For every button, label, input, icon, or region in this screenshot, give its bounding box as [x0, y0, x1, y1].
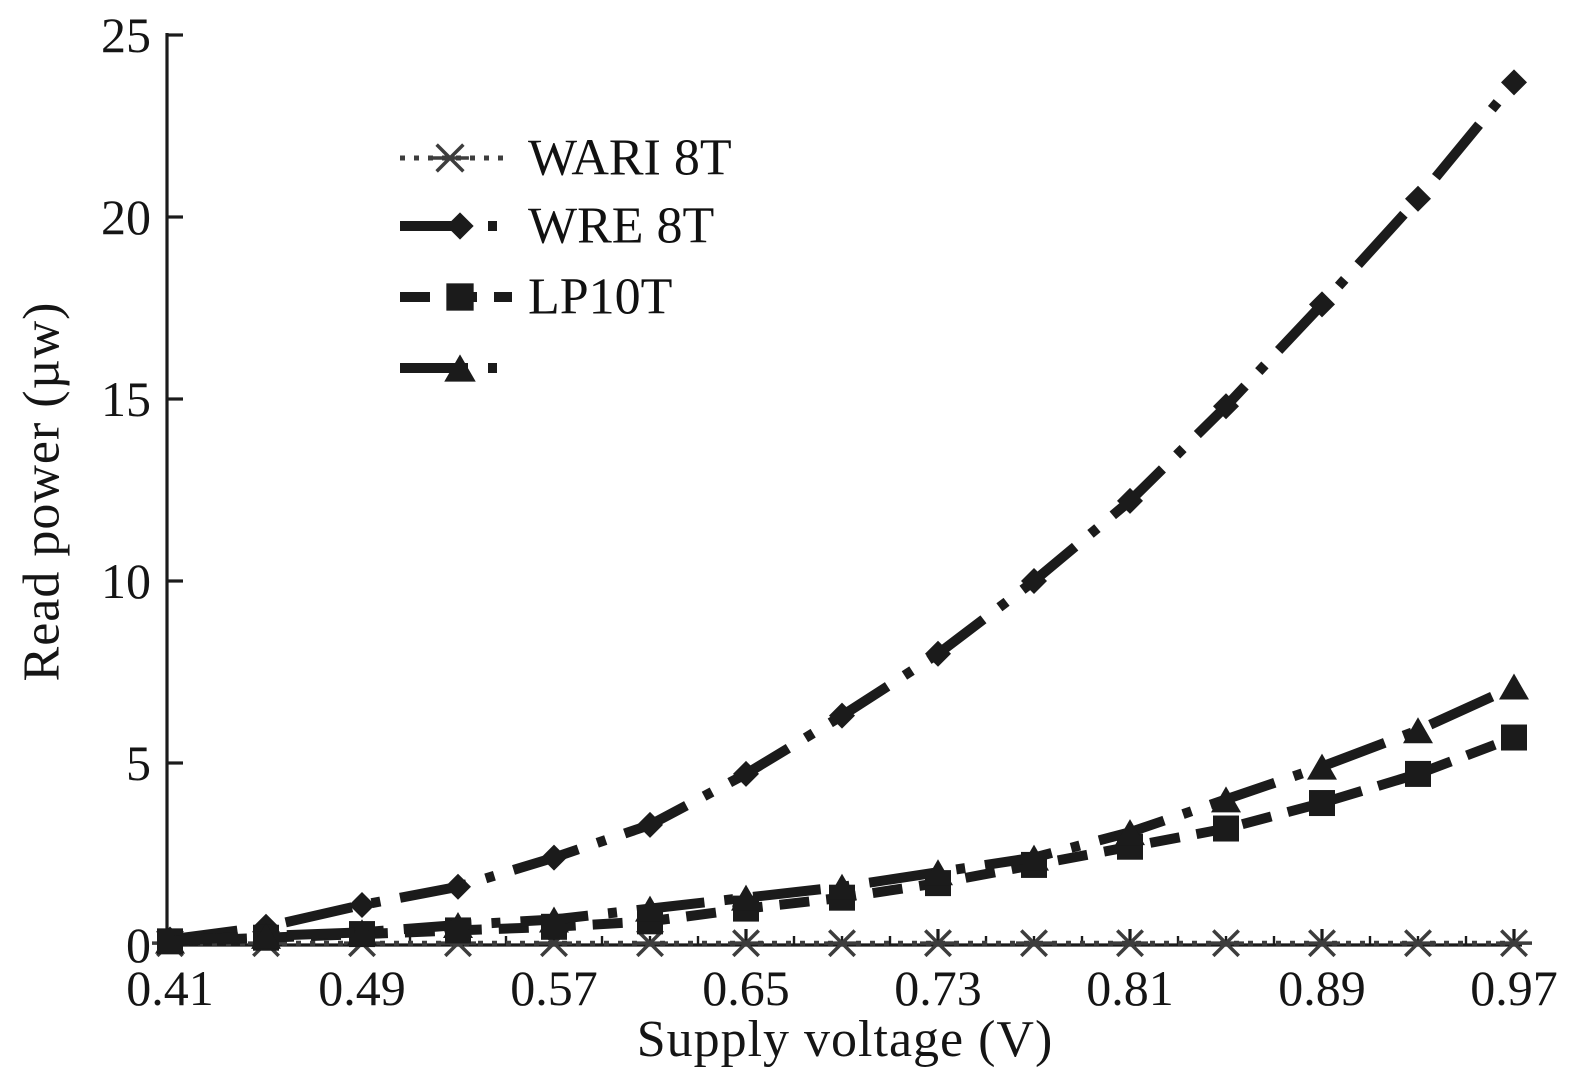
diamond-marker [829, 702, 855, 729]
asterisk-spoke [1212, 929, 1240, 958]
x-tick-label: 0.97 [1470, 960, 1558, 1016]
x-tick-label: 0.73 [894, 960, 982, 1016]
asterisk-spoke [636, 929, 664, 958]
diamond-marker [733, 760, 759, 787]
asterisk-spoke [435, 143, 465, 173]
asterisk-marker [1208, 929, 1244, 958]
legend-label-wari-8t: WARI 8T [528, 130, 732, 187]
triangle-marker [1499, 673, 1529, 700]
asterisk-marker [1304, 929, 1340, 958]
triangle-marker [1115, 819, 1145, 846]
diamond-marker [637, 811, 663, 838]
asterisk-spoke [1308, 929, 1336, 958]
triangle-marker [1019, 844, 1049, 871]
asterisk-marker [1112, 929, 1148, 958]
x-tick-label: 0.41 [126, 960, 214, 1016]
asterisk-marker [632, 929, 668, 958]
asterisk-marker [1400, 929, 1436, 958]
triangle-marker [1211, 786, 1241, 813]
x-tick-label: 0.81 [1086, 960, 1174, 1016]
x-tick-label: 0.57 [510, 960, 598, 1016]
asterisk-spoke [924, 929, 952, 958]
asterisk-spoke [1020, 929, 1048, 958]
y-tick-label: 25 [101, 7, 151, 63]
y-tick-label: 5 [126, 735, 151, 791]
diamond-marker [1501, 69, 1527, 96]
diamond-marker [349, 891, 375, 918]
x-tick-label: 0.49 [318, 960, 406, 1016]
triangle-marker [731, 884, 761, 911]
x-tick-label: 0.65 [702, 960, 790, 1016]
triangle-marker [443, 911, 473, 938]
x-tick-label: 0.89 [1278, 960, 1366, 1016]
square-marker [1501, 724, 1527, 751]
diamond-marker [1213, 393, 1239, 420]
asterisk-spoke [732, 929, 760, 958]
square-marker [446, 283, 474, 311]
y-tick-label: 0 [126, 917, 151, 973]
asterisk-spoke [828, 929, 856, 958]
y-tick-label: 15 [101, 371, 151, 427]
series-line-lp10t [169, 732, 1516, 947]
diamond-marker [925, 640, 951, 667]
triangle-marker [444, 354, 476, 382]
asterisk-spoke [1404, 929, 1432, 958]
y-axis-title: Read power (µw) [13, 301, 71, 682]
asterisk-marker [920, 929, 956, 958]
legend-label-wre-8t: WRE 8T [528, 198, 714, 255]
asterisk-spoke [1116, 929, 1144, 958]
y-tick-label: 20 [101, 189, 151, 245]
asterisk-marker [1496, 929, 1532, 958]
asterisk-marker [728, 929, 764, 958]
legend-label-lp10t: LP10T [528, 269, 672, 326]
diamond-marker [446, 212, 474, 240]
asterisk-marker [431, 143, 469, 173]
triangle-marker [155, 927, 185, 954]
diamond-marker [1309, 291, 1335, 318]
triangle-marker [1403, 717, 1433, 744]
diamond-marker [445, 873, 471, 900]
triangle-marker [1307, 753, 1337, 780]
square-marker [1405, 760, 1431, 787]
asterisk-marker [824, 929, 860, 958]
asterisk-marker [1016, 929, 1052, 958]
x-axis-title: Supply voltage (V) [636, 1011, 1054, 1068]
diamond-marker [1021, 568, 1047, 594]
triangle-marker [539, 906, 569, 933]
triangle-marker [251, 922, 281, 949]
square-marker [1213, 815, 1239, 842]
triangle-marker [827, 873, 857, 900]
diamond-marker [541, 844, 567, 871]
diamond-marker [1117, 487, 1143, 514]
diamond-marker [1405, 185, 1431, 212]
triangle-marker [347, 919, 377, 946]
triangle-marker [923, 859, 953, 886]
triangle-marker [635, 895, 665, 922]
asterisk-spoke [1500, 929, 1528, 958]
y-tick-label: 10 [101, 553, 151, 609]
square-marker [1309, 790, 1335, 817]
